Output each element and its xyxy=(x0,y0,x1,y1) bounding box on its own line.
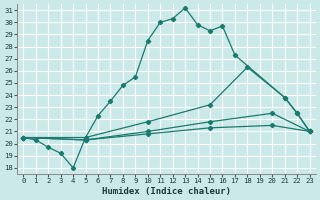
X-axis label: Humidex (Indice chaleur): Humidex (Indice chaleur) xyxy=(102,187,231,196)
